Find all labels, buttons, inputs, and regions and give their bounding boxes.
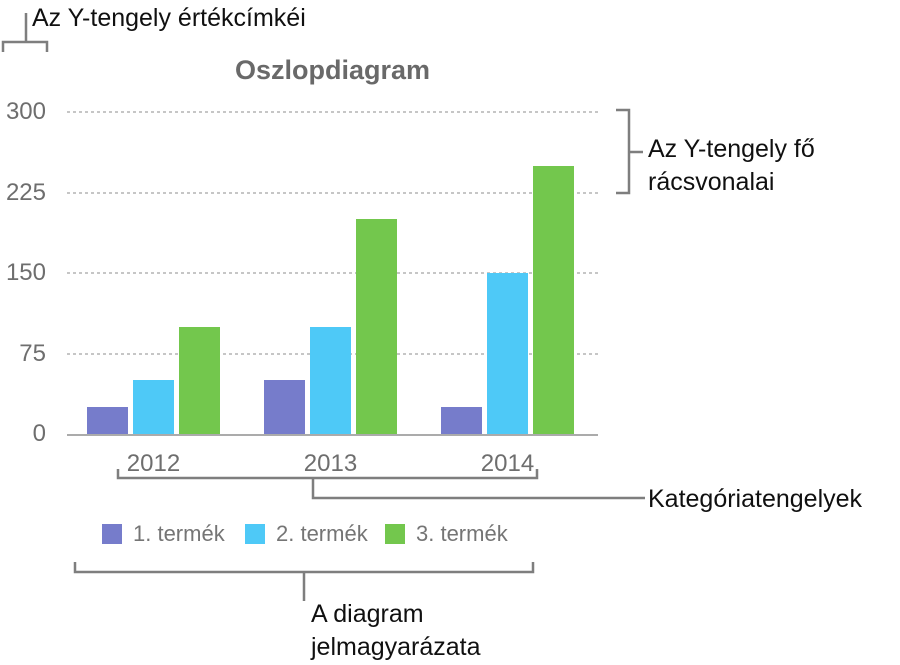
bar-2012-series2 (133, 380, 174, 434)
callout-legend: A diagram jelmagyarázata (311, 598, 481, 664)
category-label-2014: 2014 (480, 450, 535, 477)
callout-y-value-labels: Az Y-tengely értékcímkéi (32, 4, 306, 32)
bar-2012-series1 (87, 407, 128, 434)
gridlines-bracket (616, 108, 643, 195)
gridline-300 (67, 111, 598, 113)
legend-swatch-3 (385, 524, 405, 544)
legend-item-3: 3. termék (385, 523, 508, 545)
category-label-2012: 2012 (126, 450, 181, 477)
bar-2014-series2 (487, 273, 528, 434)
bar-2013-series1 (264, 380, 305, 434)
bar-2012-series3 (179, 326, 220, 434)
bar-2013-series2 (310, 326, 351, 434)
category-label-2013: 2013 (303, 450, 358, 477)
callout-y-gridlines-line1: Az Y-tengely fő (648, 135, 815, 163)
legend-label-2: 2. termék (276, 521, 368, 546)
y-axis-label-300: 300 (5, 98, 46, 125)
gridline-225 (67, 191, 598, 194)
y-axis-label-0: 0 (32, 420, 46, 447)
bar-2014-series3 (533, 165, 574, 434)
callout-y-gridlines-line2: rácsvonalai (648, 168, 775, 196)
legend-item-2: 2. termék (245, 523, 368, 545)
legend-label-1: 1. termék (133, 521, 225, 546)
callout-category-axes: Kategóriatengelyek (648, 485, 863, 513)
bar-2013-series3 (356, 219, 397, 434)
y-axis-label-150: 150 (5, 259, 46, 286)
legend-label-3: 3. termék (416, 521, 508, 546)
callout-legend-line1: A diagram (311, 600, 424, 628)
legend-item-1: 1. termék (102, 523, 225, 545)
chart-title: Oszlopdiagram (234, 55, 431, 85)
callout-y-gridlines: Az Y-tengely fő rácsvonalai (648, 133, 815, 199)
callout-legend-line2: jelmagyarázata (311, 633, 481, 661)
gridline-150 (67, 272, 598, 274)
bar-2014-series1 (441, 407, 482, 434)
y-axis-label-225: 225 (5, 178, 46, 206)
legend-bracket (73, 562, 535, 601)
legend-swatch-2 (245, 524, 265, 544)
x-axis-line (67, 434, 598, 436)
y-axis-label-75: 75 (19, 339, 46, 367)
legend-swatch-1 (102, 524, 122, 544)
